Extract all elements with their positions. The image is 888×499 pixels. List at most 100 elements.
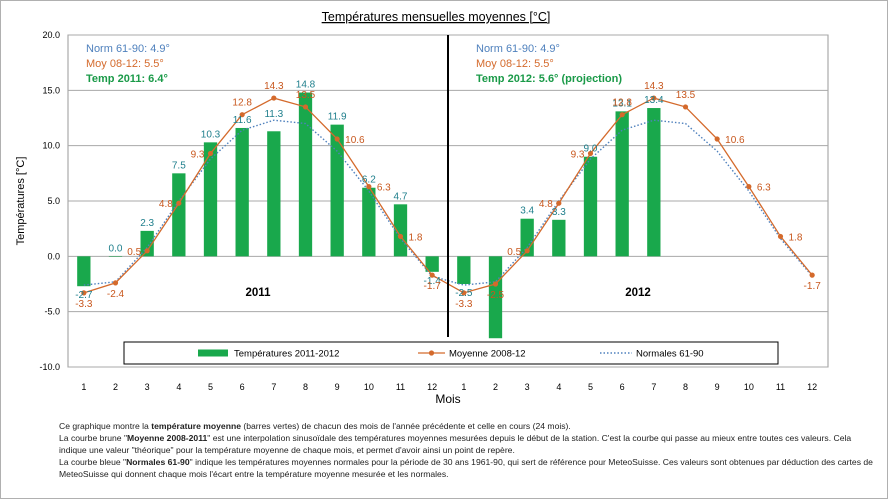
moyenne-data-label: 6.3	[377, 183, 391, 194]
x-tick-label: 3	[525, 382, 530, 392]
moyenne-marker	[302, 104, 309, 110]
bar	[615, 111, 629, 257]
plot-area: -10.0-5.00.05.010.015.020.01 2 3 4 5 6 7 8 9 10 11…	[39, 30, 829, 392]
info-line: Moy 08-12: 5.5°	[476, 58, 554, 70]
y-tick-label: -10.0	[39, 362, 60, 372]
moyenne-marker	[112, 280, 119, 286]
moyenne-data-label: 1.8	[409, 232, 423, 243]
x-tick-label: 12	[427, 382, 437, 392]
year-label: 2011	[246, 287, 272, 299]
bar-data-label: 11.9	[328, 112, 347, 123]
x-tick-label: 6	[240, 382, 245, 392]
x-tick-label: 2	[493, 382, 498, 392]
moyenne-data-label: 4.8	[539, 199, 553, 210]
x-tick-label: 5	[588, 382, 593, 392]
bar	[457, 256, 471, 284]
bar	[330, 124, 344, 257]
x-tick-label: 4	[556, 382, 561, 392]
moyenne-data-label: -1.7	[804, 281, 822, 292]
x-tick-label: 10	[364, 382, 374, 392]
y-tick-label: -5.0	[44, 307, 60, 317]
moyenne-marker	[176, 200, 182, 206]
bar	[235, 127, 249, 257]
y-tick-label: 5.0	[47, 196, 60, 206]
moyenne-data-label: 1.8	[789, 232, 803, 243]
moyenne-marker	[682, 104, 689, 110]
legend-label: Températures 2011-2012	[234, 349, 339, 360]
x-tick-label: 5	[208, 382, 213, 392]
x-axis-label: Mois	[435, 392, 460, 406]
normales-line	[83, 119, 813, 286]
moyenne-marker	[809, 272, 815, 278]
bar	[172, 173, 186, 257]
bar-data-label: 6.2	[362, 175, 376, 186]
info-line: Temp 2012: 5.6° (projection)	[476, 73, 622, 85]
bar	[362, 187, 376, 257]
note-paragraph: La courbe bleue "Normales 61-90" indique…	[59, 457, 873, 480]
moyenne-marker	[587, 150, 594, 157]
x-tick-label: 8	[683, 382, 688, 392]
bar-data-label: 11.6	[233, 115, 252, 126]
legend-box	[123, 341, 779, 365]
legend-bar-swatch	[198, 349, 228, 357]
moyenne-data-label: 14.3	[264, 81, 284, 92]
bar	[203, 142, 218, 257]
year-label: 2012	[625, 287, 651, 299]
x-tick-label: 11	[396, 382, 405, 392]
legend-label: Normales 61-90	[636, 349, 704, 360]
bar-data-label: 13.1	[612, 98, 632, 109]
moyenne-data-label: 10.6	[725, 135, 745, 146]
moyenne-data-label: -3.3	[455, 299, 473, 310]
moyenne-marker	[714, 136, 720, 142]
bar	[583, 156, 598, 257]
bar-data-label: 2.3	[140, 218, 154, 229]
moyenne-data-label: -2.5	[487, 290, 505, 301]
moyenne-marker	[619, 112, 625, 118]
x-tick-label: 9	[335, 382, 340, 392]
bar	[488, 256, 503, 339]
moyenne-data-label: 13.5	[296, 90, 316, 101]
moyenne-data-label: 13.5	[676, 90, 696, 101]
bar	[425, 256, 439, 272]
legend-moyenne-marker	[428, 350, 435, 356]
moyenne-data-label: 12.8	[612, 98, 632, 109]
moyenne-marker	[207, 150, 214, 157]
moyenne-data-label: -2.4	[107, 289, 125, 300]
moyenne-data-label: 4.8	[159, 199, 173, 210]
x-tick-label: 9	[715, 382, 720, 392]
bar-data-label: 10.3	[201, 129, 221, 140]
moyenne-marker	[651, 95, 657, 101]
moyenne-marker	[746, 184, 752, 190]
info-line: Norm 61-90: 4.9°	[476, 43, 560, 55]
bar	[552, 219, 566, 257]
x-tick-label: 1	[81, 382, 86, 392]
moyenne-marker	[366, 184, 372, 190]
y-tick-label: 20.0	[42, 30, 60, 40]
bar	[108, 256, 123, 257]
bar-data-label: 9.0	[584, 144, 598, 155]
normales-data-label: 11.3	[264, 109, 283, 120]
moyenne-data-label: 12.8	[232, 98, 252, 109]
bar	[647, 108, 661, 257]
bar-data-label: 7.5	[172, 160, 186, 171]
moyenne-marker	[239, 112, 245, 118]
moyenne-data-label: 9.3	[191, 149, 205, 160]
x-tick-label: 1	[461, 382, 466, 392]
bar-data-label: 14.8	[296, 80, 316, 91]
y-tick-label: 0.0	[47, 251, 60, 261]
moyenne-marker	[271, 95, 277, 101]
chart: Températures mensuelles moyennes [°C] -1…	[15, 10, 829, 406]
x-tick-label: 12	[807, 382, 817, 392]
y-tick-label: 10.0	[42, 141, 60, 151]
bar-data-label: 0.0	[109, 243, 123, 254]
moyenne-data-label: 9.3	[571, 149, 585, 160]
moyenne-marker	[492, 281, 499, 287]
moyenne-marker	[334, 136, 340, 142]
moyenne-marker	[81, 290, 87, 296]
chart-title: Températures mensuelles moyennes [°C]	[322, 10, 551, 24]
notes-block: Ce graphique montre la température moyen…	[59, 420, 879, 480]
moyenne-data-label: -3.3	[75, 299, 93, 310]
note-paragraph: Ce graphique montre la température moyen…	[59, 421, 571, 431]
x-tick-label: 7	[651, 382, 656, 392]
bar	[393, 204, 408, 257]
